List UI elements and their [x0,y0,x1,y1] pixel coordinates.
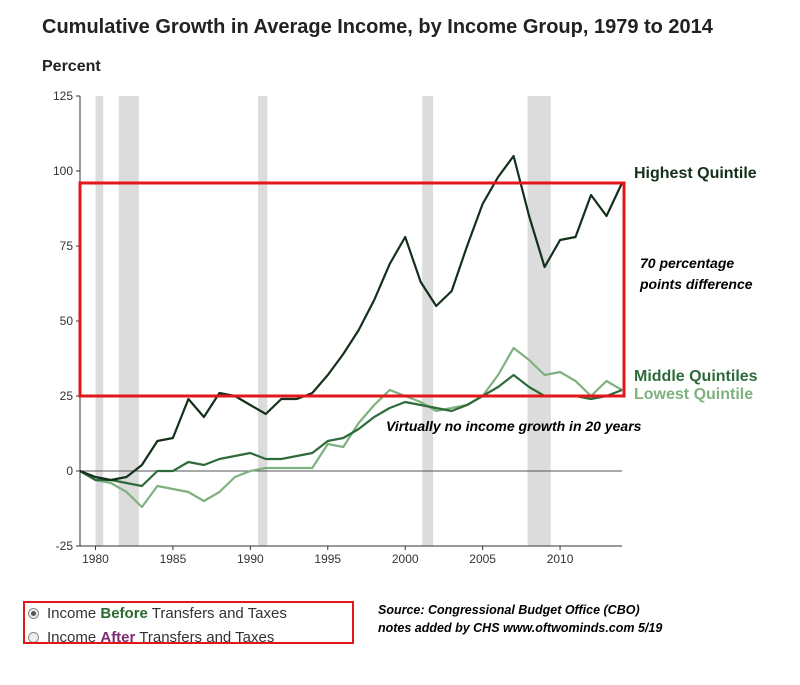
income-after-radio[interactable]: Income After Transfers and Taxes [28,625,287,649]
x-tick-label: 1990 [237,552,264,566]
y-tick-label: 25 [60,389,74,403]
y-axis-label: Percent [42,58,101,75]
recession-band [258,96,268,546]
series-label: Lowest Quintile [634,386,753,403]
y-tick-label: 0 [66,464,73,478]
x-tick-label: 1980 [82,552,109,566]
option-label-after: Income After Transfers and Taxes [47,629,274,646]
x-tick-label: 1985 [160,552,187,566]
income-before-radio[interactable]: Income Before Transfers and Taxes [28,601,287,625]
annotation-no-growth: Virtually no income growth in 20 years [386,418,642,434]
y-tick-label: 50 [60,314,74,328]
income-option-group: Income Before Transfers and Taxes Income… [28,601,287,649]
series-line-lowest-quintile [79,346,623,509]
series-label: Highest Quintile [634,165,757,182]
x-tick-label: 1995 [314,552,341,566]
option-keyword-before: Before [100,604,148,622]
option-prefix: Income [47,628,101,646]
annotation-difference-line2: points difference [639,276,753,292]
notes-line: notes added by CHS www.oftwominds.com 5/… [378,621,663,635]
source-line: Source: Congressional Budget Office (CBO… [378,603,640,617]
x-tick-label: 2005 [469,552,496,566]
option-keyword-after: After [100,628,136,646]
recession-band [95,96,104,546]
highlight-box [78,181,626,398]
option-prefix: Income [47,604,101,622]
y-tick-label: 75 [60,239,74,253]
series-label: Middle Quintiles [634,368,758,385]
series-line-middle-quintiles [79,373,623,488]
selected-option-highlight-box [23,601,354,644]
recession-band [527,96,551,546]
option-suffix: Transfers and Taxes [147,604,287,622]
chart-title: Cumulative Growth in Average Income, by … [42,16,713,38]
line-chart: -25 0 25 50 75 100 125 1980 1985 1990 1995 2000 2005… [53,89,758,566]
option-label-before: Income Before Transfers and Taxes [47,605,287,622]
source-note: Source: Congressional Budget Office (CBO… [378,601,662,637]
x-tick-label: 2010 [547,552,574,566]
annotation-difference-line1: 70 percentage [640,255,734,271]
y-tick-label: 100 [53,164,73,178]
series-line-highest-quintile [79,154,623,482]
radio-button-icon[interactable] [28,607,39,619]
option-suffix: Transfers and Taxes [135,628,275,646]
recession-band [118,96,139,546]
recession-band [422,96,434,546]
y-tick-label: -25 [56,539,74,553]
x-tick-label: 2000 [392,552,419,566]
y-tick-label: 125 [53,89,73,103]
